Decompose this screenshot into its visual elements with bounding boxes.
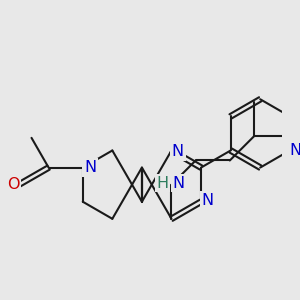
Text: N: N — [173, 176, 185, 191]
Text: N: N — [290, 143, 300, 158]
Text: O: O — [8, 177, 20, 192]
Text: N: N — [84, 160, 96, 175]
Text: N: N — [172, 145, 184, 160]
Text: H: H — [157, 176, 169, 191]
Text: N: N — [201, 193, 214, 208]
